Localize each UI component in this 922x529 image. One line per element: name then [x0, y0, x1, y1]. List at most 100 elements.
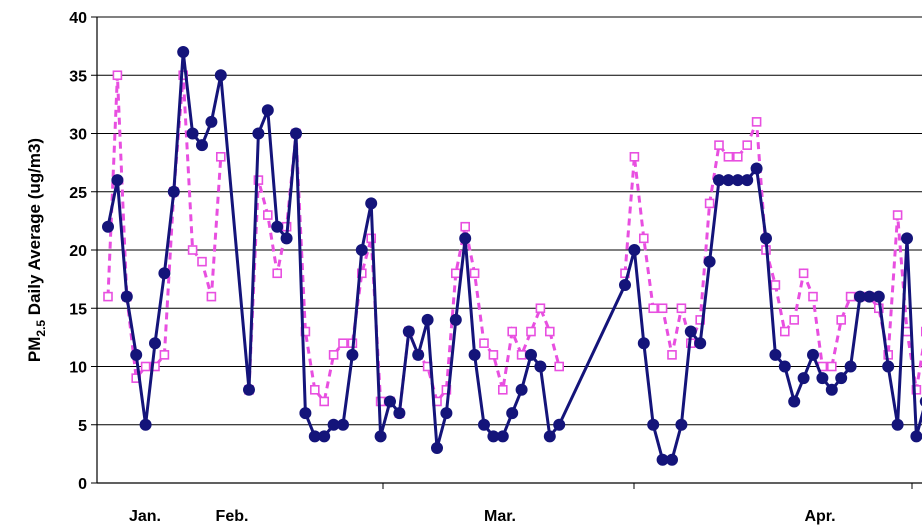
- series-b-marker: [657, 303, 668, 314]
- x-tick-label-feb: Feb.: [216, 508, 249, 525]
- y-tick-label: 25: [69, 185, 87, 202]
- series-a-marker: [478, 418, 490, 431]
- series-a-marker: [543, 430, 556, 443]
- series-b-marker: [845, 291, 856, 302]
- series-a-marker: [355, 244, 368, 256]
- series-a-marker: [271, 220, 284, 233]
- series-a-marker: [882, 360, 895, 373]
- series-a-marker: [797, 372, 810, 385]
- series-a-marker: [252, 127, 265, 140]
- series-a-marker: [346, 348, 359, 361]
- series-b-marker: [507, 326, 518, 337]
- y-tick-label: 5: [78, 418, 87, 435]
- series-a-marker: [750, 162, 763, 175]
- series-b-marker: [309, 384, 320, 395]
- series-b-marker: [751, 117, 762, 127]
- series-b-marker: [676, 303, 687, 314]
- series-b-marker: [667, 350, 677, 360]
- series-a-marker: [214, 69, 227, 82]
- series-b-marker: [535, 303, 546, 314]
- series-b-marker: [836, 315, 847, 325]
- series-b-marker: [112, 70, 123, 81]
- series-b-marker: [197, 256, 207, 267]
- series-a-marker: [290, 127, 302, 140]
- series-dashed-magenta: [103, 70, 922, 418]
- series-b-marker: [469, 268, 480, 279]
- series-a-marker: [769, 348, 782, 361]
- series-b-marker: [629, 152, 640, 162]
- series-a-marker: [205, 115, 218, 128]
- series-a-marker: [365, 197, 378, 210]
- y-tick-label: 40: [69, 10, 87, 27]
- series-a-marker: [102, 220, 114, 233]
- series-a-marker: [402, 325, 415, 338]
- series-a-marker: [807, 348, 819, 361]
- series-b-marker: [554, 361, 565, 372]
- x-tick-label-jan: Jan.: [129, 508, 161, 525]
- y-tick-label: 20: [69, 243, 87, 260]
- series-a-marker: [637, 337, 650, 350]
- series-b-marker: [826, 361, 837, 372]
- series-a-marker: [901, 232, 913, 245]
- series-b-marker: [723, 152, 734, 162]
- x-tick-label-mar: Mar.: [484, 508, 516, 525]
- series-a-line: [106, 50, 922, 462]
- series-a-marker: [149, 337, 161, 350]
- series-a-marker: [675, 418, 688, 431]
- gridlines: [91, 16, 922, 484]
- y-tick-label: 0: [78, 476, 87, 493]
- series-b-marker: [187, 245, 198, 255]
- series-b-marker: [159, 350, 170, 360]
- y-tick-label: 15: [69, 301, 87, 318]
- series-a-marker: [694, 337, 707, 350]
- series-a-marker: [515, 383, 528, 396]
- series-a-marker: [196, 139, 208, 152]
- series-a-marker: [553, 418, 566, 431]
- x-tick-label-apr: Apr.: [804, 508, 835, 525]
- series-b-marker: [479, 338, 489, 349]
- series-a-marker: [844, 360, 857, 373]
- series-b-marker: [911, 384, 922, 395]
- series-a-marker: [506, 407, 519, 420]
- series-b-marker: [779, 326, 790, 337]
- series-a-marker: [280, 232, 293, 245]
- series-a-marker: [261, 104, 274, 117]
- series-b-marker: [526, 326, 536, 337]
- series-b-marker: [338, 338, 348, 349]
- series-a-marker: [496, 430, 509, 443]
- series-a-marker: [741, 174, 754, 187]
- series-b-marker: [262, 210, 273, 220]
- series-a-marker: [431, 442, 443, 455]
- y-tick-label: 35: [69, 68, 87, 85]
- series-a-marker: [825, 383, 838, 396]
- series-a-marker: [186, 127, 199, 140]
- series-b-marker: [497, 384, 508, 395]
- series-a-marker: [384, 395, 396, 408]
- series-b-marker: [460, 221, 471, 232]
- series-a-marker: [468, 348, 481, 361]
- series-a-marker: [778, 360, 791, 373]
- series-a-marker: [130, 348, 143, 361]
- series-a-marker: [891, 418, 904, 431]
- series-a-marker: [872, 290, 885, 303]
- series-b-marker: [789, 315, 800, 325]
- series-a-marker: [412, 348, 425, 361]
- series-b-marker: [488, 350, 499, 360]
- series-b-marker: [441, 384, 452, 395]
- series-b-line: [106, 75, 223, 382]
- series-b-marker: [732, 152, 743, 162]
- series-b-marker: [770, 280, 781, 290]
- y-tick-label: 10: [69, 360, 87, 377]
- series-a-marker: [760, 232, 772, 245]
- series-a-marker: [393, 407, 406, 420]
- series-b-marker: [516, 350, 527, 360]
- series-b-marker: [450, 268, 461, 279]
- series-a-marker: [703, 255, 716, 268]
- y-tick-label: 30: [69, 127, 87, 144]
- series-a-marker: [243, 383, 255, 396]
- y-axis-label-suffix: Daily Average (ug/m3): [25, 138, 44, 320]
- series-a-marker: [111, 174, 124, 187]
- series-a-marker: [421, 313, 434, 326]
- series-a-marker: [318, 430, 331, 443]
